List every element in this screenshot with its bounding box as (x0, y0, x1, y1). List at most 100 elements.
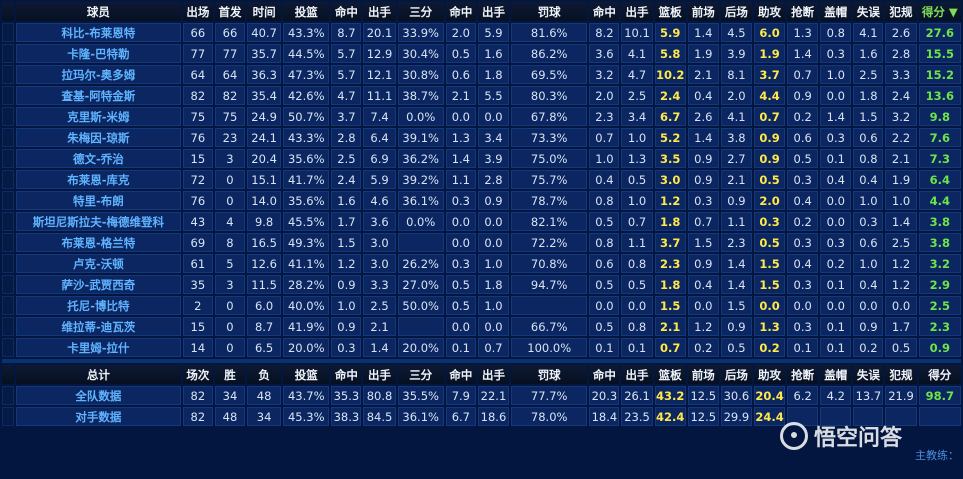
header-col-11[interactable]: 罚球 (511, 2, 588, 21)
header-col-14[interactable]: 篮板 (654, 2, 686, 21)
header-col-1[interactable]: 球员 (16, 2, 181, 21)
stat-cell: 4.1 (853, 23, 884, 42)
totals-header-col-16[interactable]: 后场 (720, 365, 752, 384)
player-row[interactable]: 特里-布朗 76 0 14.0 35.6% 1.6 4.6 36.1% 0.3 0.9 78.7% 0… (2, 191, 961, 210)
stat-cell: 0.9 (918, 338, 961, 357)
header-col-15[interactable]: 前场 (687, 2, 719, 21)
totals-header-col-3[interactable]: 胜 (214, 365, 246, 384)
player-row[interactable]: 卢克-沃顿 61 5 12.6 41.1% 1.2 3.0 26.2% 0.3 1.0 70.8% 0… (2, 254, 961, 273)
header-col-9[interactable]: 命中 (445, 2, 476, 21)
player-name-cell[interactable]: 卢克-沃顿 (16, 254, 181, 273)
player-row[interactable]: 萨沙-武贾西奇 35 3 11.5 28.2% 0.9 3.3 27.0% 0.5 1.8 94.7… (2, 275, 961, 294)
player-row[interactable]: 卡隆-巴特勒 77 77 35.7 44.5% 5.7 12.9 30.4% 0.5 1.6 86.… (2, 44, 961, 63)
player-name-cell[interactable]: 布莱恩-格兰特 (16, 233, 181, 252)
player-name-cell[interactable]: 克里斯-米姆 (16, 107, 181, 126)
player-row[interactable]: 查基-阿特金斯 82 82 35.4 42.6% 4.7 11.1 38.7% 2.1 5.5 80… (2, 86, 961, 105)
player-row[interactable]: 科比-布莱恩特 66 66 40.7 43.3% 8.7 20.1 33.9% 2.0 5.9 81… (2, 23, 961, 42)
player-row[interactable]: 布莱恩-库克 72 0 15.1 41.7% 2.4 5.9 39.2% 1.1 2.8 75.7%… (2, 170, 961, 189)
totals-header-col-17[interactable]: 助攻 (753, 365, 786, 384)
player-row[interactable]: 克里斯-米姆 75 75 24.9 50.7% 3.7 7.4 0.0% 0.0 0.0 67.8%… (2, 107, 961, 126)
header-col-4[interactable]: 时间 (247, 2, 282, 21)
totals-header-col-2[interactable]: 场次 (182, 365, 213, 384)
totals-header-col-12[interactable]: 命中 (589, 365, 620, 384)
total-name-cell[interactable]: 对手数据 (16, 407, 181, 426)
player-row[interactable]: 朱梅因-琼斯 76 23 24.1 43.3% 2.8 6.4 39.1% 1.3 3.4 73.3… (2, 128, 961, 147)
stat-cell: 80.8 (363, 386, 396, 405)
header-col-20[interactable]: 失误 (853, 2, 884, 21)
header-col-6[interactable]: 命中 (331, 2, 362, 21)
totals-header-col-21[interactable]: 犯规 (885, 365, 917, 384)
header-col-7[interactable]: 出手 (363, 2, 396, 21)
totals-header-col-10[interactable]: 出手 (477, 365, 510, 384)
player-name-cell[interactable]: 卡里姆-拉什 (16, 338, 181, 357)
player-name-cell[interactable]: 托尼-博比特 (16, 296, 181, 315)
header-col-16[interactable]: 后场 (720, 2, 752, 21)
header-col-17[interactable]: 助攻 (753, 2, 786, 21)
total-row[interactable]: 对手数据 82 48 34 45.3% 38.3 84.5 36.1% 6.7 18.6 78.0%… (2, 407, 961, 426)
totals-header-col-13[interactable]: 出手 (621, 365, 653, 384)
totals-header-col-7[interactable]: 出手 (363, 365, 396, 384)
header-col-5[interactable]: 投篮 (283, 2, 330, 21)
total-name-cell[interactable]: 全队数据 (16, 386, 181, 405)
totals-header-col-15[interactable]: 前场 (687, 365, 719, 384)
player-name-cell[interactable]: 拉玛尔-奥多姆 (16, 65, 181, 84)
player-name-cell[interactable]: 查基-阿特金斯 (16, 86, 181, 105)
stat-cell: 1.2 (654, 191, 686, 210)
totals-header-col-18[interactable]: 抢断 (787, 365, 819, 384)
stat-cell: 12.1 (363, 65, 396, 84)
coach-label: 主教练： (915, 449, 959, 462)
totals-header-col-20[interactable]: 失误 (853, 365, 884, 384)
player-name-cell[interactable]: 卡隆-巴特勒 (16, 44, 181, 63)
stat-cell: 0.5 (787, 149, 819, 168)
totals-header-col-14[interactable]: 篮板 (654, 365, 686, 384)
stat-cell: 27.6 (918, 23, 961, 42)
player-name-cell[interactable]: 斯坦尼斯拉夫-梅德维登科 (16, 212, 181, 231)
player-name-cell[interactable]: 布莱恩-库克 (16, 170, 181, 189)
stat-cell: 0.2 (820, 254, 852, 273)
stat-cell: 5.9 (654, 23, 686, 42)
stat-cell: 0.0 (445, 317, 476, 336)
stat-cell: 20.4 (753, 386, 786, 405)
header-col-13[interactable]: 出手 (621, 2, 653, 21)
header-col-22[interactable]: 得分 ▼ (918, 2, 961, 21)
header-col-12[interactable]: 命中 (589, 2, 620, 21)
player-name-cell[interactable]: 特里-布朗 (16, 191, 181, 210)
header-col-18[interactable]: 抢断 (787, 2, 819, 21)
totals-header-col-8[interactable]: 三分 (397, 365, 444, 384)
header-col-21[interactable]: 犯规 (885, 2, 917, 21)
stat-cell: 80.3% (511, 86, 588, 105)
player-row[interactable]: 德文-乔治 15 3 20.4 35.6% 2.5 6.9 36.2% 1.4 3.9 75.0% 1… (2, 149, 961, 168)
totals-header-col-1[interactable]: 总计 (16, 365, 181, 384)
player-name-cell[interactable]: 德文-乔治 (16, 149, 181, 168)
totals-header-col-11[interactable]: 罚球 (511, 365, 588, 384)
total-row[interactable]: 全队数据 82 34 48 43.7% 35.3 80.8 35.5% 7.9 22.1 77.7%… (2, 386, 961, 405)
player-name-cell[interactable]: 维拉蒂-迪瓦茨 (16, 317, 181, 336)
header-col-8[interactable]: 三分 (397, 2, 444, 21)
player-row[interactable]: 布莱恩-格兰特 69 8 16.5 49.3% 1.5 3.0 0.0 0.0 72.2% 0.8 1… (2, 233, 961, 252)
totals-header-col-5[interactable]: 投篮 (283, 365, 330, 384)
player-row[interactable]: 卡里姆-拉什 14 0 6.5 20.0% 0.3 1.4 20.0% 0.1 0.7 100.0%… (2, 338, 961, 357)
stat-cell: 0.6 (589, 254, 620, 273)
header-col-3[interactable]: 首发 (214, 2, 246, 21)
totals-header-col-22[interactable]: 得分 (918, 365, 961, 384)
stat-cell: 2.5 (363, 296, 396, 315)
header-col-19[interactable]: 盖帽 (820, 2, 852, 21)
player-name-cell[interactable]: 科比-布莱恩特 (16, 23, 181, 42)
totals-header-row: 总计 场次胜负投篮 命中 出手 三分 命中 出手 罚球 命中 出手 篮板 前场 后场 助攻 抢断 盖帽 失误 犯规… (2, 365, 961, 384)
stat-cell: 5.8 (654, 44, 686, 63)
totals-header-col-9[interactable]: 命中 (445, 365, 476, 384)
stat-cell: 1.1 (445, 170, 476, 189)
player-row[interactable]: 维拉蒂-迪瓦茨 15 0 8.7 41.9% 0.9 2.1 0.0 0.0 66.7% 0.5 0.… (2, 317, 961, 336)
stat-cell: 3.4 (621, 107, 653, 126)
player-row[interactable]: 拉玛尔-奥多姆 64 64 36.3 47.3% 5.7 12.1 30.8% 0.6 1.8 69… (2, 65, 961, 84)
stat-cell: 18.4 (589, 407, 620, 426)
player-name-cell[interactable]: 萨沙-武贾西奇 (16, 275, 181, 294)
totals-header-col-19[interactable]: 盖帽 (820, 365, 852, 384)
player-row[interactable]: 斯坦尼斯拉夫-梅德维登科 43 4 9.8 45.5% 1.7 3.6 0.0% 0.0 0.0 8… (2, 212, 961, 231)
header-col-2[interactable]: 出场 (182, 2, 213, 21)
header-col-10[interactable]: 出手 (477, 2, 510, 21)
player-row[interactable]: 托尼-博比特 2 0 6.0 40.0% 1.0 2.5 50.0% 0.5 1.0 0.0 0.0 1… (2, 296, 961, 315)
totals-header-col-6[interactable]: 命中 (331, 365, 362, 384)
player-name-cell[interactable]: 朱梅因-琼斯 (16, 128, 181, 147)
totals-header-col-4[interactable]: 负 (247, 365, 282, 384)
